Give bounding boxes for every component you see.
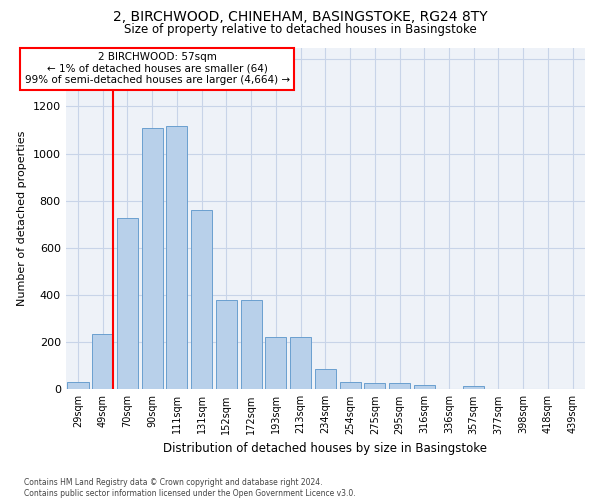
Bar <box>364 382 385 390</box>
Bar <box>117 218 138 390</box>
Bar <box>290 337 311 390</box>
Bar <box>142 128 163 390</box>
Bar <box>166 126 187 390</box>
Bar <box>67 382 89 390</box>
Text: 2, BIRCHWOOD, CHINEHAM, BASINGSTOKE, RG24 8TY: 2, BIRCHWOOD, CHINEHAM, BASINGSTOKE, RG2… <box>113 10 487 24</box>
Bar <box>389 384 410 390</box>
Bar <box>265 337 286 390</box>
Bar <box>92 334 113 390</box>
Bar <box>216 300 237 390</box>
Bar <box>340 382 361 390</box>
Text: Contains HM Land Registry data © Crown copyright and database right 2024.
Contai: Contains HM Land Registry data © Crown c… <box>24 478 356 498</box>
X-axis label: Distribution of detached houses by size in Basingstoke: Distribution of detached houses by size … <box>163 442 487 455</box>
Text: 2 BIRCHWOOD: 57sqm
← 1% of detached houses are smaller (64)
99% of semi-detached: 2 BIRCHWOOD: 57sqm ← 1% of detached hous… <box>25 52 290 86</box>
Bar <box>315 368 336 390</box>
Bar <box>191 210 212 390</box>
Text: Size of property relative to detached houses in Basingstoke: Size of property relative to detached ho… <box>124 22 476 36</box>
Bar <box>241 300 262 390</box>
Bar <box>414 385 435 390</box>
Bar <box>463 386 484 390</box>
Y-axis label: Number of detached properties: Number of detached properties <box>17 130 27 306</box>
